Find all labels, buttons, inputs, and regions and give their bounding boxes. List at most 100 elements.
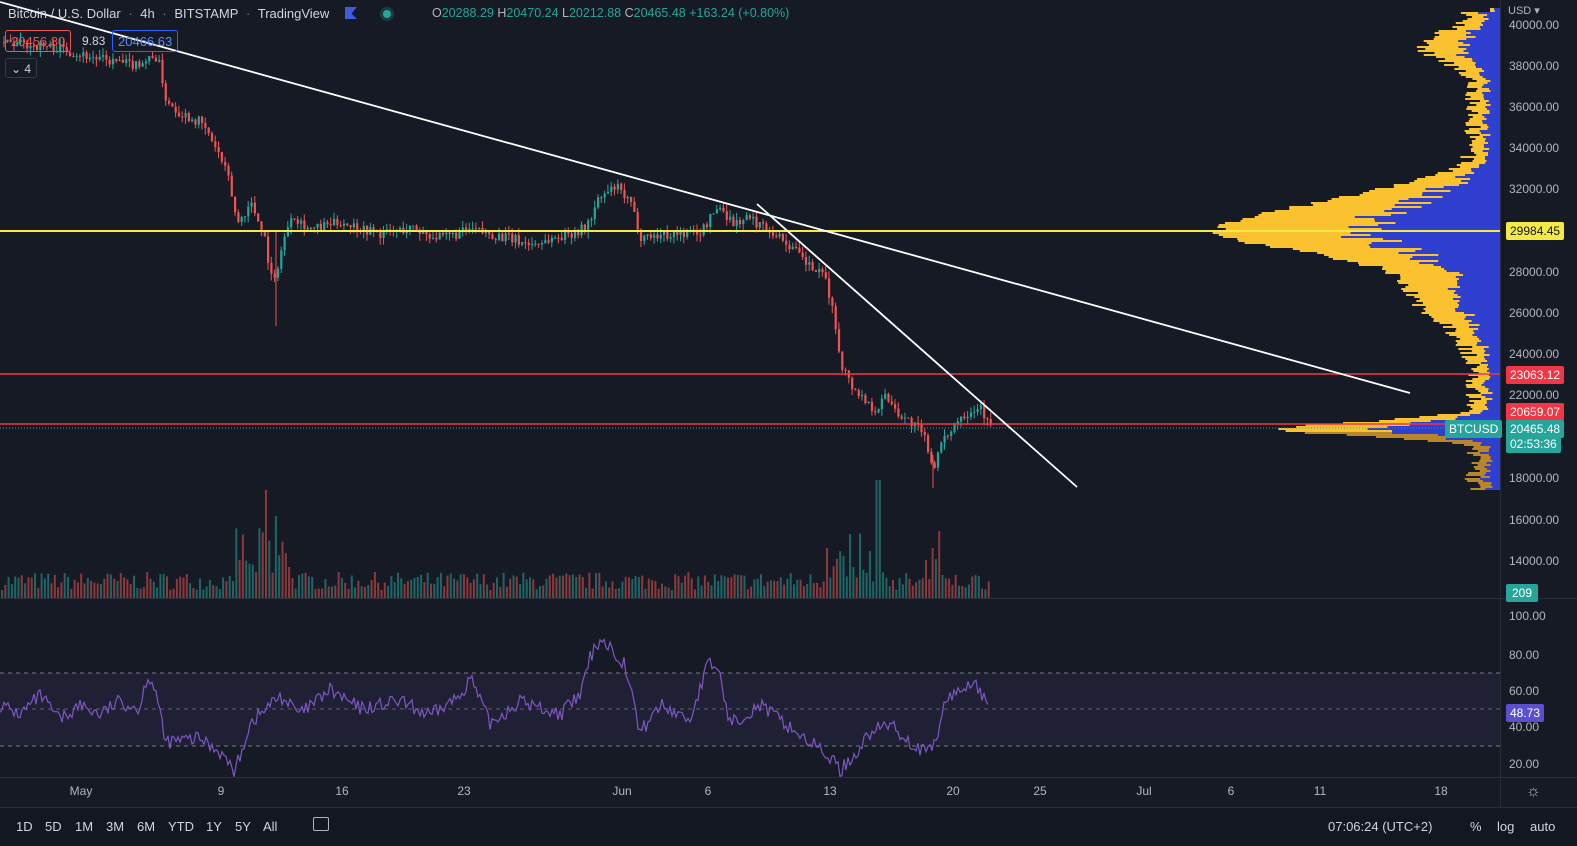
volume-profile-bar <box>1485 158 1500 160</box>
volume-bar <box>189 583 192 598</box>
volume-profile-bar <box>1324 254 1439 256</box>
candle-body <box>263 232 266 237</box>
volume-profile-bar <box>1426 42 1464 44</box>
volume-bar <box>707 581 710 598</box>
buy-price-button[interactable]: 20466.63 <box>112 30 179 52</box>
volume-profile-bar <box>1468 374 1489 376</box>
volume-profile-bar <box>1487 124 1500 126</box>
timeframe-button-1y[interactable]: 1Y <box>206 819 222 834</box>
volume-profile-bar <box>1476 354 1490 356</box>
volume-bar <box>294 588 297 598</box>
candle-body <box>564 230 567 240</box>
volume-profile-bar <box>1368 244 1500 246</box>
ohlc-values: O20288.29 H20470.24 L20212.88 C20465.48 … <box>432 6 790 20</box>
candle-body <box>762 222 765 224</box>
date-range-icon[interactable] <box>313 817 329 831</box>
volume-profile-bar <box>1469 326 1500 328</box>
settings-gear-icon[interactable]: ☼ <box>1526 783 1541 800</box>
volume-profile-bar <box>1469 118 1487 120</box>
candle-body <box>593 207 596 219</box>
currency-label[interactable]: USD ▾ <box>1508 5 1540 17</box>
candle-body <box>719 207 722 210</box>
volume-profile-bar <box>1482 68 1500 70</box>
candle-body <box>867 401 870 403</box>
volume-bar <box>397 572 399 598</box>
candle-body <box>428 234 431 239</box>
timeframe-button-1d[interactable]: 1D <box>16 819 33 834</box>
volume-profile-bar <box>1488 408 1500 410</box>
timeframe-button-1m[interactable]: 1M <box>75 819 94 834</box>
symbol-name[interactable]: Bitcoin / U.S. Dollar <box>8 6 121 21</box>
volume-bar <box>14 576 17 598</box>
volume-profile-bar <box>1347 260 1439 262</box>
candle-body <box>52 43 55 52</box>
candle-body <box>613 186 616 190</box>
timeframe-button-5y[interactable]: 5Y <box>235 819 251 834</box>
volume-profile-bar <box>1343 422 1411 424</box>
volume-bar <box>816 582 819 598</box>
volume-bar <box>354 587 357 598</box>
volume-bar <box>525 579 528 598</box>
volume-profile-bar <box>1472 58 1500 60</box>
auto-toggle[interactable]: auto <box>1530 819 1556 834</box>
candle-body <box>748 215 751 219</box>
volume-profile-bar <box>1462 20 1485 22</box>
timeframe-button-5d[interactable]: 5D <box>45 819 62 834</box>
time-axis[interactable]: May 9 16 23 Jun 6 13 20 25 Jul 6 11 18 <box>0 778 1500 807</box>
volume-profile-bar <box>1331 198 1409 200</box>
volume-profile-bar <box>1443 186 1500 188</box>
timeframe-button-6m[interactable]: 6M <box>137 819 156 834</box>
volume-bar <box>872 581 875 598</box>
volume-profile-bar <box>1476 66 1500 68</box>
flag-icon[interactable] <box>344 7 357 19</box>
timeframe-button-ytd[interactable]: YTD <box>168 819 194 834</box>
volume-profile-bar <box>1455 340 1482 342</box>
volume-profile-bar <box>1341 236 1500 238</box>
candle-body <box>243 216 247 218</box>
support-level-tag: 20659.07 <box>1506 403 1565 421</box>
volume-profile-bar <box>1464 444 1481 446</box>
candle-body <box>177 112 181 117</box>
clock[interactable]: 07:06:24 (UTC+2) <box>1328 819 1433 834</box>
volume-bar <box>393 582 396 598</box>
volume-profile-bar <box>1457 342 1478 344</box>
volume-profile-bar <box>1479 470 1491 472</box>
volume-profile-bar <box>1375 188 1426 190</box>
timeframe-button-3m[interactable]: 3M <box>106 819 125 834</box>
volume-profile-bar <box>1466 14 1488 16</box>
volume-bar <box>261 532 264 598</box>
volume-bar <box>265 490 267 598</box>
volume-bar <box>542 585 545 598</box>
time-tick-label: 6 <box>704 784 712 798</box>
candle-body <box>115 58 118 61</box>
volume-profile-bar <box>1304 432 1393 434</box>
volume-bar <box>245 560 248 598</box>
volume-bar <box>321 588 324 598</box>
candle-body <box>623 189 626 199</box>
indicators-collapse-button[interactable]: ⌄ 4 <box>5 58 38 78</box>
candle-body <box>72 56 75 58</box>
volume-profile-bar <box>1399 274 1464 276</box>
volume-bar <box>598 572 601 598</box>
market-status-icon[interactable] <box>382 10 391 18</box>
timeframe-button-all[interactable]: All <box>263 819 278 834</box>
candle-body <box>887 394 890 402</box>
volume-profile-bar <box>1471 110 1490 112</box>
volume-bar <box>1 590 3 598</box>
candle-body <box>732 216 735 227</box>
volume-profile-bar <box>1312 204 1395 206</box>
interval-label[interactable]: 4h <box>140 6 155 21</box>
volume-profile-bar <box>1472 60 1500 62</box>
percent-toggle[interactable]: % <box>1470 819 1482 834</box>
log-toggle[interactable]: log <box>1497 819 1515 834</box>
volume-bar <box>918 579 921 598</box>
volume-bar <box>50 583 53 598</box>
volume-profile-bar <box>1465 98 1485 100</box>
volume-profile-bar <box>1484 352 1500 354</box>
volume-profile-bar <box>1240 220 1376 222</box>
volume-bar <box>420 574 423 598</box>
candle-body <box>814 270 817 272</box>
volume-profile-bar <box>1468 52 1500 54</box>
sell-price-button[interactable]: 20456.80 <box>5 30 72 52</box>
